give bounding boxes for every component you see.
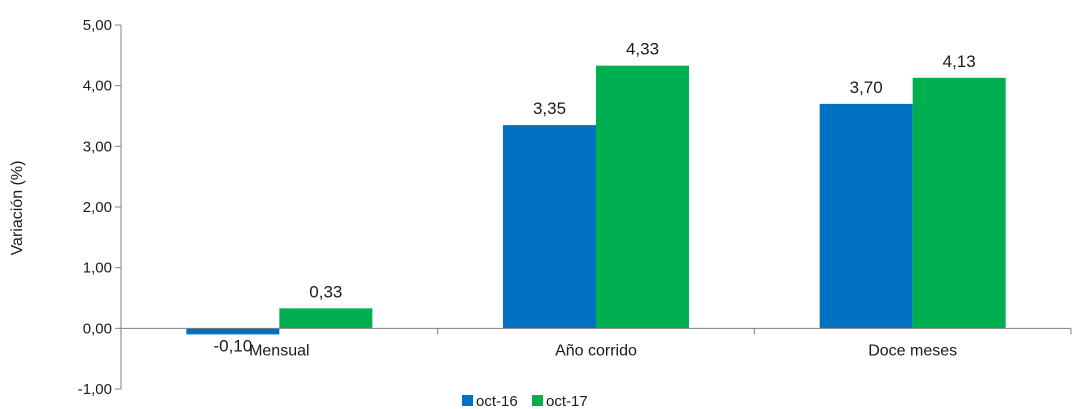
y-tick-label-3: 3,00 [83, 138, 112, 155]
category-label-3: Doce meses [868, 342, 957, 359]
data-label-oct-17-3: 4,13 [943, 52, 976, 71]
bar-oct-17-3 [912, 77, 1006, 329]
legend: oct-16 oct-17 [462, 393, 588, 409]
data-label-oct-16-2: 3,35 [533, 99, 566, 118]
data-label-oct-16-3: 3,70 [850, 78, 883, 97]
y-tick-label-4: 2,00 [83, 199, 112, 216]
category-label-1: Mensual [249, 342, 309, 359]
bar-oct-16-1 [186, 328, 280, 335]
y-tick-label-2: 4,00 [83, 78, 112, 95]
y-tick-label-1: 5,00 [83, 17, 112, 34]
y-tick-label-5: 1,00 [83, 260, 112, 277]
data-label-oct-17-2: 4,33 [626, 40, 659, 59]
legend-label-oct-16: oct-16 [476, 393, 518, 409]
legend-swatch-oct-17 [532, 395, 543, 406]
legend-swatch-oct-16 [462, 395, 473, 406]
y-axis-title: Variación (%) [9, 161, 26, 256]
bar-oct-17-2 [596, 65, 689, 329]
y-tick-label-6: 0,00 [83, 320, 112, 337]
category-label-2: Año corrido [555, 342, 637, 359]
y-tick-label-7: -1,00 [78, 381, 112, 398]
bar-oct-16-3 [819, 103, 913, 329]
legend-label-oct-17: oct-17 [546, 393, 588, 409]
bar-oct-17-1 [279, 308, 373, 329]
plot-area: -0,10 3,35 3,70 0,33 4,33 4,13 5,00 4,00 3,00 2,0… [78, 17, 1072, 398]
data-label-oct-17-1: 0,33 [309, 282, 342, 301]
bar-oct-16-2 [503, 125, 596, 329]
data-label-oct-16-1: -0,10 [213, 336, 252, 355]
